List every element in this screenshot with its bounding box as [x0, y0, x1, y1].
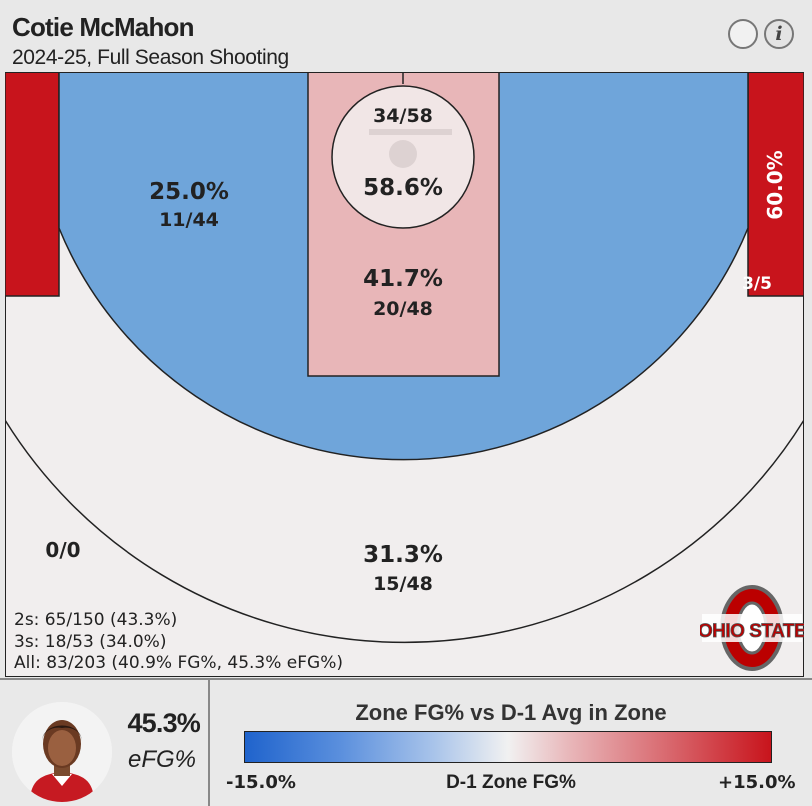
- threes-summary: 3s: 18/53 (34.0%): [14, 631, 167, 652]
- header: Cotie McMahon 2024-25, Full Season Shoot…: [0, 0, 812, 72]
- bottom-divider: [208, 678, 210, 806]
- toggle-button[interactable]: [728, 19, 758, 49]
- info-icon: i: [775, 22, 783, 45]
- ohio-state-logo: OHIO STATE: [700, 585, 804, 671]
- zone-left-three-made-att: 0/0: [45, 538, 80, 562]
- info-button[interactable]: i: [764, 19, 794, 49]
- backboard: [369, 129, 452, 135]
- legend-max-label: +15.0%: [718, 772, 796, 793]
- zone-right-corner-made-att: 3/5: [742, 274, 772, 294]
- player-name: Cotie McMahon: [12, 12, 195, 42]
- player-headshot: [12, 702, 112, 802]
- zone-top-three-made-att: 15/48: [373, 573, 433, 595]
- zone-ra-pct: 58.6%: [363, 175, 443, 201]
- all-summary: All: 83/203 (40.9% FG%, 45.3% eFG%): [14, 653, 343, 673]
- shot-chart: 25.0% 11/44 34/58 58.6% 41.7% 20/48 60.0…: [5, 72, 804, 677]
- legend-title: Zone FG% vs D-1 Avg in Zone: [355, 700, 667, 725]
- shooting-summary: 2s: 65/150 (43.3%) 3s: 18/53 (34.0%) All…: [14, 610, 343, 675]
- legend-axis-label: D-1 Zone FG%: [446, 772, 576, 793]
- twos-summary: 2s: 65/150 (43.3%): [14, 610, 178, 630]
- legend-color-scale: [244, 731, 772, 763]
- svg-text:OHIO STATE: OHIO STATE: [700, 621, 804, 642]
- efg-value: 45.3%: [127, 708, 200, 738]
- zone-right-corner-pct: 60.0%: [763, 150, 787, 219]
- zone-left-wing-made-att: 11/44: [159, 209, 219, 231]
- zone-left-corner-three[interactable]: [5, 72, 60, 297]
- zone-ra-made-att: 34/58: [373, 105, 433, 127]
- zone-paint-made-att: 20/48: [373, 298, 433, 320]
- three-point-arc: [5, 419, 804, 644]
- rim: [389, 140, 417, 168]
- efg-label: eFG%: [127, 746, 196, 773]
- zone-left-wing-pct: 25.0%: [149, 179, 229, 205]
- season-subtitle: 2024-25, Full Season Shooting: [12, 46, 289, 69]
- zone-paint-pct: 41.7%: [363, 266, 443, 292]
- legend-min-label: -15.0%: [226, 772, 296, 793]
- zone-top-three-pct: 31.3%: [363, 542, 443, 568]
